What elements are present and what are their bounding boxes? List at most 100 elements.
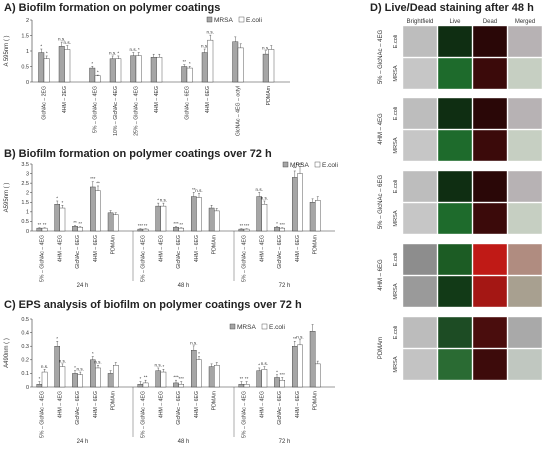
- y-tick-label: 0.1: [21, 371, 29, 377]
- microscopy-image: [507, 202, 543, 235]
- microscopy-image: [437, 25, 473, 58]
- significance-label: **: [179, 222, 183, 227]
- group-label: 4HM – 6EG: [378, 259, 384, 291]
- microscopy-image: [472, 243, 508, 276]
- significance-label: *: [91, 61, 93, 66]
- bar-mrsa: [309, 202, 316, 232]
- microscopy-image: [472, 25, 508, 58]
- significance-label: *: [140, 376, 142, 381]
- category-label: 4HM – 6EG: [295, 391, 301, 418]
- group-label: 5% – GlcNAc – 6EG: [378, 174, 384, 229]
- y-tick-label: 0: [26, 80, 29, 86]
- microscopy-image: [507, 25, 543, 58]
- bar-ecoli: [94, 75, 101, 83]
- microscopy-image: [507, 348, 543, 381]
- significance-label: *: [138, 47, 140, 52]
- significance-label: ***: [90, 176, 96, 181]
- bar-ecoli: [186, 67, 193, 83]
- significance-label: **: [73, 220, 77, 225]
- microscopy-image: [402, 243, 438, 276]
- significance-label: *: [198, 351, 200, 356]
- category-label: PDMAm: [212, 391, 218, 410]
- group-label: 24 h: [77, 439, 89, 445]
- microscopy-image: [437, 316, 473, 349]
- category-label: 10% – GlcNAc – 4EG: [113, 86, 119, 136]
- bar-ecoli: [315, 200, 321, 232]
- microscopy-image: [472, 129, 508, 162]
- microscopy-image: [472, 348, 508, 381]
- bar-ecoli: [77, 226, 83, 232]
- bar-mrsa: [292, 177, 298, 232]
- significance-label: *: [56, 336, 58, 341]
- category-label: GlcNAc – 6EG: [75, 391, 81, 425]
- significance-label: *: [189, 61, 191, 66]
- bar-ecoli: [268, 49, 275, 83]
- legend-swatch-mrsa: [282, 161, 289, 168]
- y-tick-label: 3: [26, 171, 29, 177]
- category-label: GlcNAc – 6EG: [185, 86, 191, 120]
- bar-mrsa: [107, 212, 114, 232]
- significance-label: n.s.: [41, 364, 48, 369]
- category-label: 4HM – 4EG: [259, 235, 265, 262]
- bar-mrsa: [190, 350, 197, 388]
- microscopy-image: [437, 129, 473, 162]
- strain-label: E.coli: [393, 180, 399, 194]
- significance-label: n.s.: [109, 50, 116, 55]
- significance-label: *: [92, 351, 94, 356]
- significance-label: *: [56, 195, 58, 200]
- bar-mrsa: [54, 204, 60, 232]
- category-label: GlcNAc – 4EG – octyl: [236, 86, 242, 136]
- y-tick-label: 0.3: [21, 344, 29, 350]
- bar-ecoli: [59, 207, 66, 232]
- microscopy-image: [402, 25, 438, 58]
- microscopy-image: [507, 275, 543, 308]
- group-label: 24 h: [77, 283, 89, 289]
- significance-label: n.s.: [59, 358, 66, 363]
- y-tick-label: 3.5: [21, 162, 29, 168]
- legend-label-mrsa: MRSA: [237, 324, 256, 331]
- strain-label: MRSA: [393, 65, 399, 81]
- microscopy-image: [472, 57, 508, 90]
- microscopy-image: [472, 316, 508, 349]
- significance-label: n.s.: [261, 361, 268, 366]
- bar-mrsa: [89, 186, 96, 232]
- category-label: PDMAm: [111, 391, 117, 410]
- significance-label: *: [117, 50, 119, 55]
- significance-label: *: [97, 70, 99, 75]
- y-tick-label: 1: [26, 49, 29, 55]
- bar-ecoli: [160, 205, 167, 232]
- category-label: 4HM – 6EG: [93, 391, 99, 418]
- strain-label: E.coli: [393, 253, 399, 267]
- significance-label: n.s.: [201, 44, 208, 49]
- bar-mrsa: [208, 366, 215, 388]
- category-label: PDMAm: [313, 391, 319, 410]
- significance-label: *: [74, 365, 76, 370]
- significance-label: *: [276, 221, 278, 226]
- bar-ecoli: [59, 366, 66, 388]
- significance-label: n.s.: [94, 360, 101, 365]
- category-label: 5% – GlcNAc – 4EG: [242, 235, 248, 282]
- strain-label: MRSA: [393, 356, 399, 372]
- bar-ecoli: [237, 47, 244, 83]
- microscopy-image: [437, 243, 473, 276]
- bar-ecoli: [279, 379, 286, 388]
- bar-ecoli: [279, 227, 286, 232]
- microscopy-image: [437, 275, 473, 308]
- microscopy-image: [437, 202, 473, 235]
- y-axis-label: A595nm ( ): [4, 183, 10, 213]
- legend-label-mrsa: MRSA: [214, 17, 233, 24]
- category-label: 5% – GlcNAc – 4EG: [242, 391, 248, 438]
- microscopy-image: [472, 97, 508, 130]
- microscopy-image: [507, 57, 543, 90]
- strain-label: MRSA: [393, 210, 399, 226]
- bar-mrsa: [130, 55, 137, 83]
- significance-label: n.s.: [207, 30, 214, 35]
- bar-mrsa: [208, 207, 215, 232]
- bar-mrsa: [72, 226, 78, 232]
- bar-ecoli: [297, 344, 303, 388]
- strain-label: E.coli: [393, 107, 399, 121]
- significance-label: **: [96, 180, 100, 185]
- bar-mrsa: [137, 384, 144, 388]
- category-label: 25% – GlcNAc – 4EG: [134, 86, 140, 136]
